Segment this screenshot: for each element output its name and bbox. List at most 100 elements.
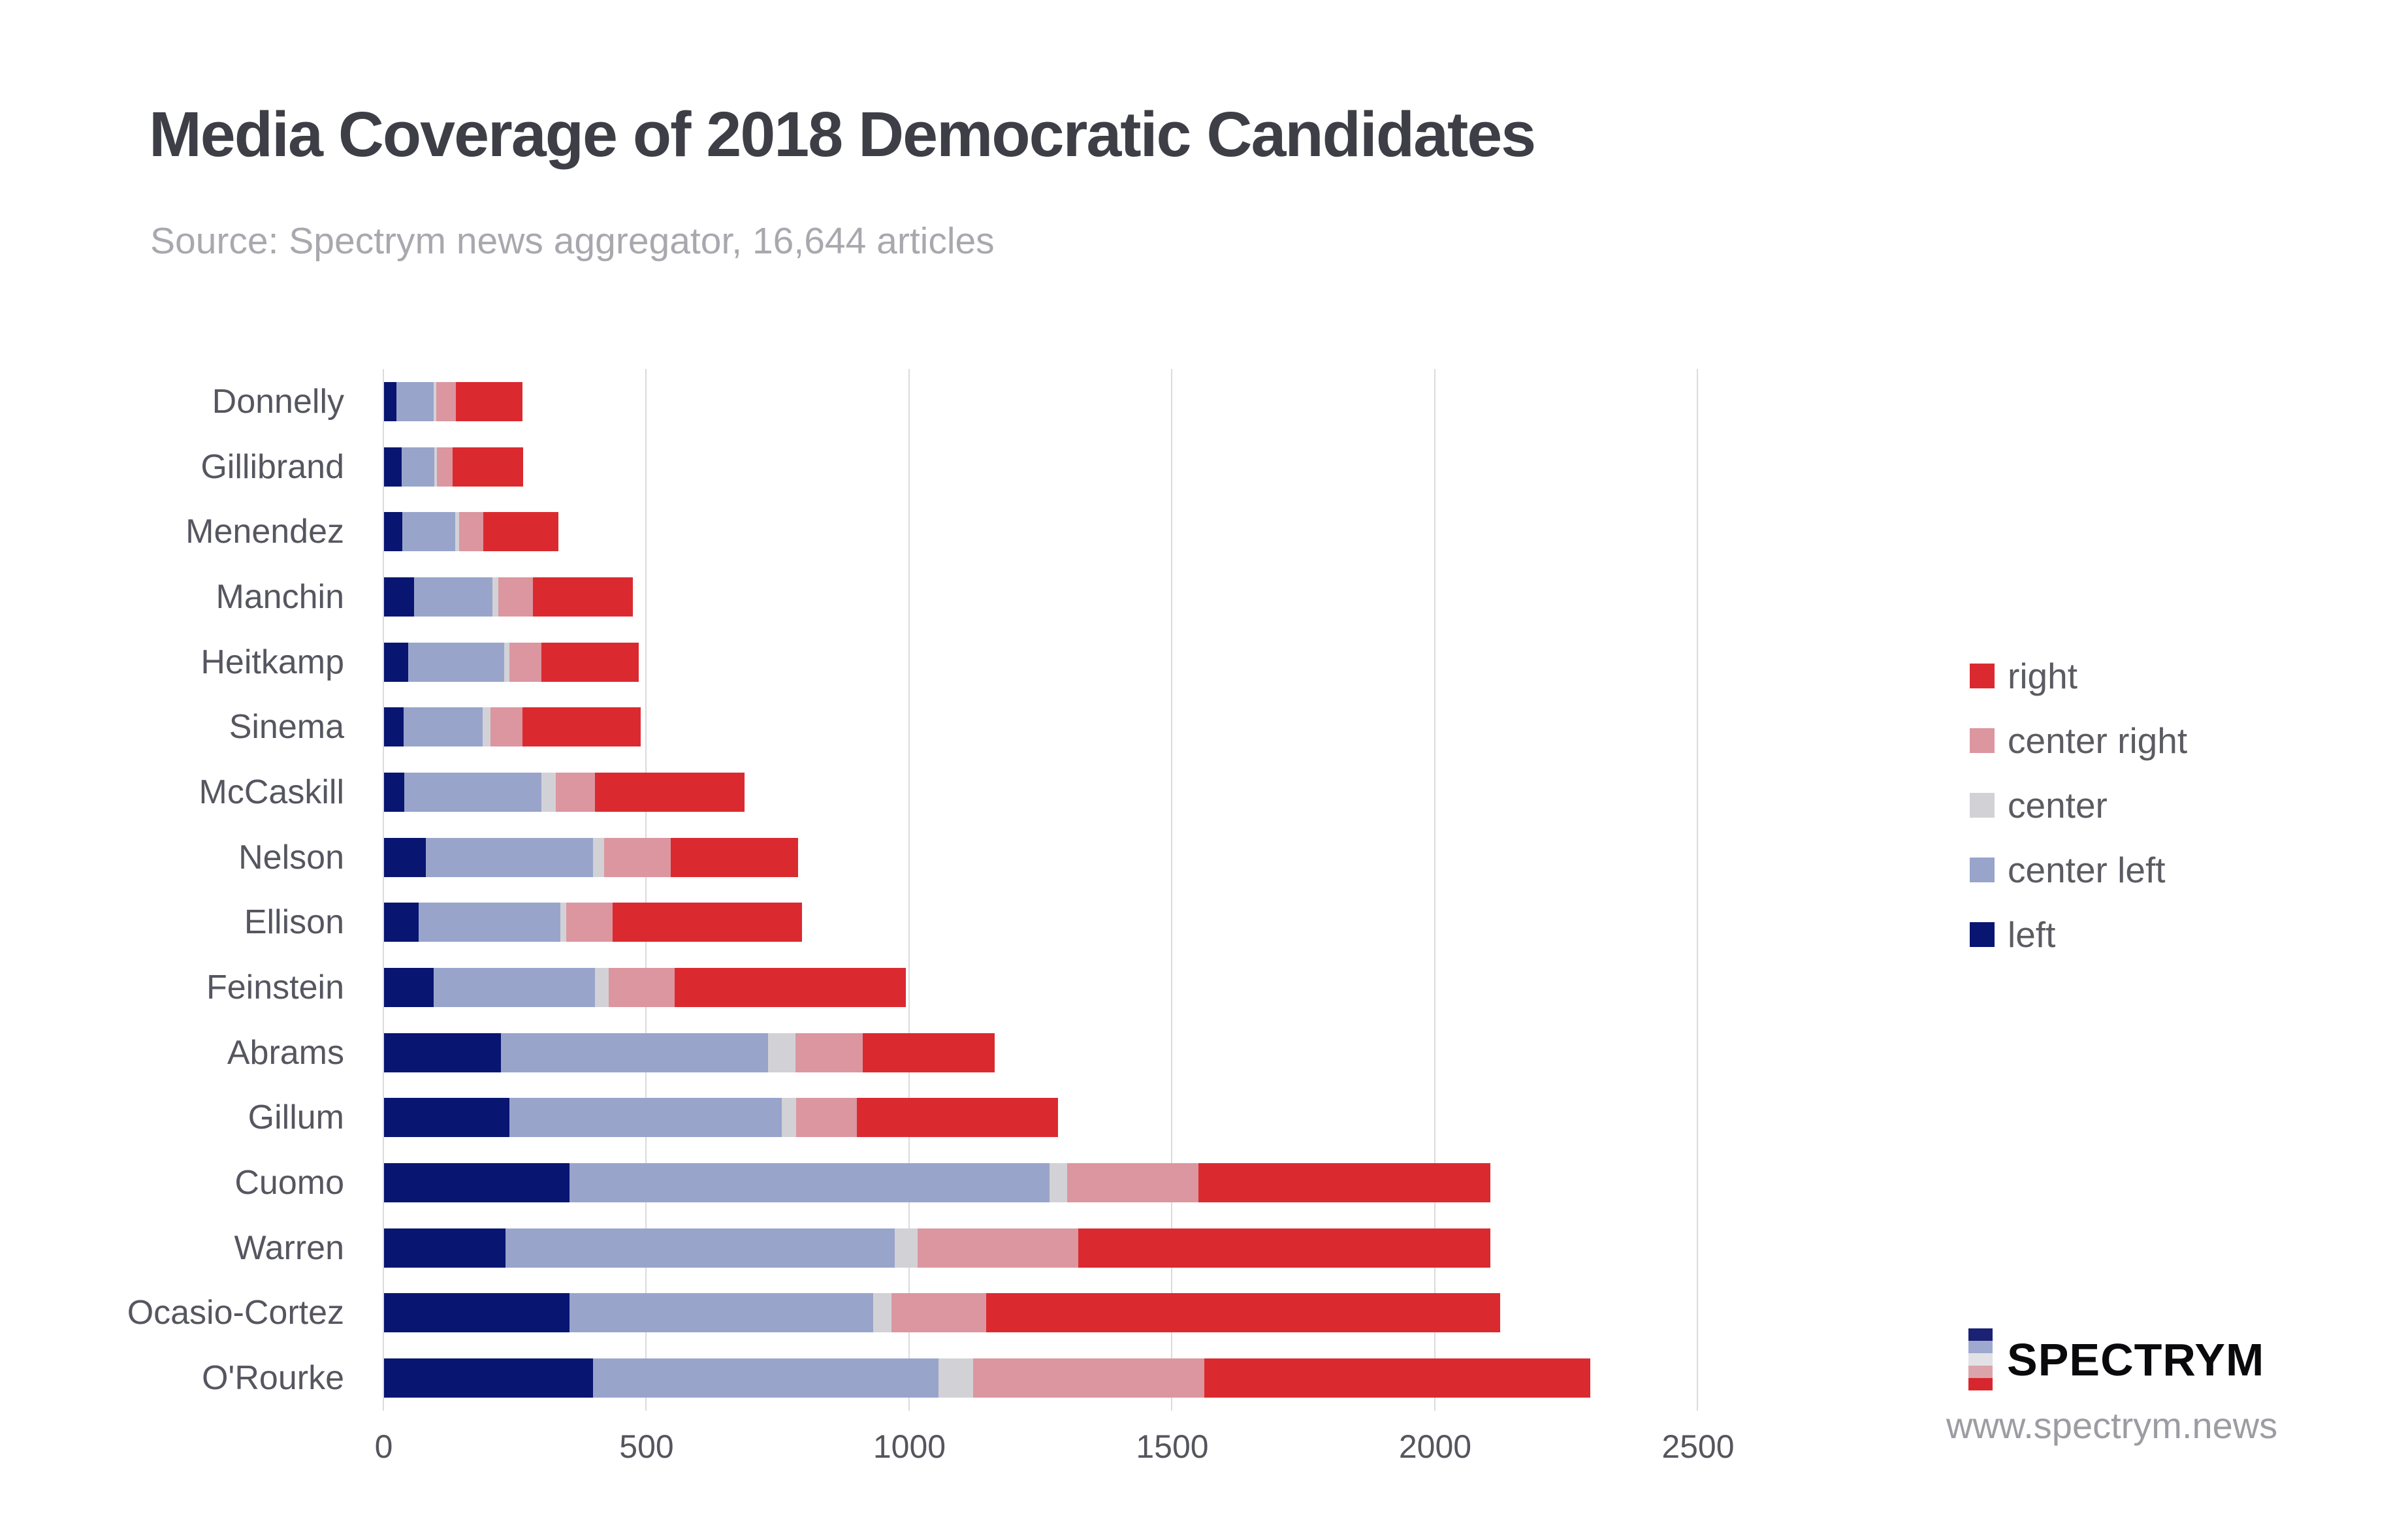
bar-segment-right <box>522 707 641 747</box>
bar-segment-right <box>1198 1163 1491 1202</box>
bar-row: Donnelly <box>0 369 1757 434</box>
gridline-1000 <box>908 369 910 1411</box>
bar-segment-center-left <box>500 1033 769 1072</box>
bar-segment-left <box>384 1163 570 1202</box>
bar-segment-center-left <box>396 381 434 421</box>
bar-segment-right <box>863 1033 995 1072</box>
bar-segment-right <box>483 512 559 552</box>
bar-segment-center-left <box>425 837 594 877</box>
bar-segment-right <box>456 381 523 421</box>
legend-swatch-icon <box>1970 793 1995 818</box>
bar-segment-center-right <box>796 1098 857 1138</box>
logo-stripe <box>1968 1366 1993 1378</box>
gridline-2500 <box>1697 369 1699 1411</box>
bar-segment-center-left <box>408 642 504 682</box>
bar-segment-center-right <box>1067 1163 1198 1202</box>
bar-segment-center-right <box>795 1033 863 1072</box>
bar-row: Manchin <box>0 564 1757 630</box>
legend-label: left <box>2008 914 2056 955</box>
bar-segment-center-left <box>569 1163 1050 1202</box>
bar-row: McCaskill <box>0 760 1757 825</box>
category-label: Manchin <box>216 577 344 616</box>
bar-segment-left <box>384 512 403 552</box>
bar-segment-center-right <box>498 577 533 617</box>
category-label: Nelson <box>238 838 344 876</box>
logo: SPECTRYM <box>1968 1328 2264 1390</box>
bar-segment-center <box>541 772 556 812</box>
bar-segment-right <box>1204 1358 1590 1398</box>
legend-label: center right <box>2008 720 2188 761</box>
bar-row: Gillibrand <box>0 434 1757 500</box>
stacked-bar <box>384 903 802 942</box>
bar-segment-center-right <box>509 642 542 682</box>
bar-row: Feinstein <box>0 955 1757 1020</box>
legend: right center right center center left left <box>1970 656 2188 980</box>
bar-segment-center-right <box>566 903 613 942</box>
gridline-1500 <box>1171 369 1173 1411</box>
bar-segment-left <box>384 1033 501 1072</box>
stacked-bar <box>384 837 799 877</box>
category-label: Abrams <box>227 1033 344 1072</box>
bar-segment-center <box>434 381 437 421</box>
legend-swatch-icon <box>1970 664 1995 688</box>
bar-segment-center-left <box>402 512 455 552</box>
bar-row: Ellison <box>0 890 1757 955</box>
bar-segment-left <box>384 1293 570 1333</box>
bar-segment-center <box>1050 1163 1067 1202</box>
bar-segment-left <box>384 447 402 487</box>
bar-segment-right <box>675 967 906 1007</box>
legend-label: center <box>2008 785 2108 826</box>
bar-segment-center-right <box>459 512 484 552</box>
legend-item-center-left: center left <box>1970 850 2187 890</box>
bar-segment-center <box>560 903 567 942</box>
category-label: Gillibrand <box>200 447 344 486</box>
category-label: Heitkamp <box>200 643 344 681</box>
bar-segment-left <box>384 772 405 812</box>
logo-stripe <box>1968 1341 1993 1353</box>
bar-row: Warren <box>0 1215 1757 1281</box>
bar-segment-center <box>455 512 460 552</box>
legend-item-left: left <box>1970 914 2187 955</box>
bar-segment-center-left <box>413 577 492 617</box>
bar-segment-left <box>384 903 419 942</box>
bar-segment-left <box>384 381 397 421</box>
bar-segment-center-right <box>604 837 671 877</box>
bar-segment-center-right <box>490 707 523 747</box>
bar-segment-left <box>384 642 409 682</box>
bar-segment-center <box>593 837 605 877</box>
gridlines-layer <box>383 369 1756 1411</box>
category-label: Donnelly <box>212 382 344 421</box>
stacked-bar <box>384 1033 995 1072</box>
legend-item-right: right <box>1970 656 2187 696</box>
bar-segment-left <box>384 1358 593 1398</box>
bar-segment-left <box>384 577 414 617</box>
bar-segment-center <box>768 1033 796 1072</box>
legend-swatch-icon <box>1970 858 1995 882</box>
category-label: Ocasio-Cortez <box>127 1294 344 1332</box>
bar-segment-center-right <box>436 381 457 421</box>
category-label: Sinema <box>229 708 344 746</box>
bar-row: Abrams <box>0 1020 1757 1085</box>
bar-row: Gillum <box>0 1085 1757 1150</box>
bar-row: Nelson <box>0 825 1757 890</box>
bar-segment-right <box>856 1098 1058 1138</box>
bar-segment-left <box>384 1228 505 1268</box>
stacked-bar <box>384 967 906 1007</box>
legend-swatch-icon <box>1970 922 1995 947</box>
stacked-bar <box>384 577 633 617</box>
category-label: Feinstein <box>206 968 344 1006</box>
logo-stripe <box>1968 1328 1993 1341</box>
bar-rows-layer: Donnelly Gillibrand Menendez Manchin Heitkam… <box>0 369 1757 1411</box>
bar-segment-center <box>483 707 491 747</box>
legend-item-center: center <box>1970 785 2187 826</box>
category-label: Cuomo <box>234 1163 344 1202</box>
bar-segment-center-left <box>569 1293 874 1333</box>
chart-title: Media Coverage of 2018 Democratic Candid… <box>149 99 1536 170</box>
stacked-bar <box>384 642 639 682</box>
bar-segment-center-left <box>592 1358 939 1398</box>
x-axis: 0 500 1000 1500 2000 2500 <box>0 1428 2406 1467</box>
logo-stripe <box>1968 1378 1993 1390</box>
bar-segment-center-right <box>608 967 675 1007</box>
x-tick-label: 0 <box>374 1428 393 1465</box>
